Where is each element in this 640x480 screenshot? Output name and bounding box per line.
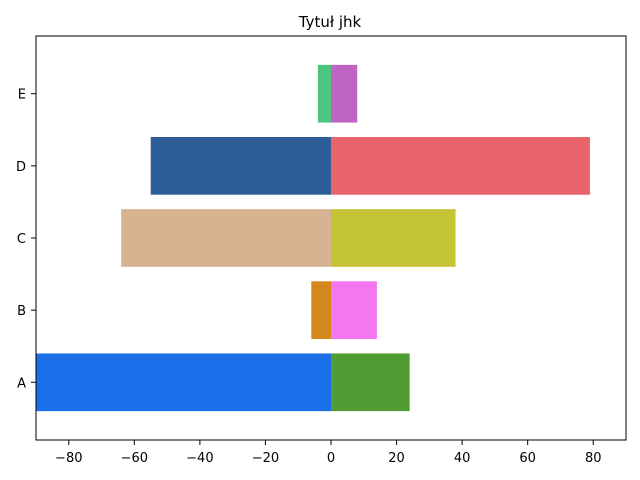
x-tick-label: 80	[585, 451, 602, 466]
x-tick-label: −60	[121, 451, 148, 466]
x-tick-label: −80	[55, 451, 82, 466]
x-tick-label: −20	[252, 451, 279, 466]
y-tick-label: E	[18, 88, 26, 103]
x-tick-label: 20	[388, 451, 405, 466]
x-tick-label: 60	[519, 451, 536, 466]
bar-negative-D	[150, 137, 331, 195]
bars-layer	[36, 64, 590, 412]
bar-positive-B	[331, 281, 377, 339]
chart-title: Tytuł jhk	[298, 13, 362, 31]
bar-negative-B	[311, 281, 331, 339]
plot-frame	[35, 35, 627, 441]
y-tick-label: D	[16, 160, 26, 175]
x-tick-label: 40	[454, 451, 471, 466]
x-axis-ticks: −80 −60 −40 −20 0 20 40 60 80	[55, 440, 601, 466]
bar-positive-E	[331, 64, 358, 123]
y-axis-ticks: A B C D E	[16, 88, 36, 391]
bar-negative-E	[317, 64, 331, 123]
bar-positive-C	[331, 209, 456, 267]
x-tick-label: 0	[327, 451, 335, 466]
y-tick-label: A	[17, 376, 26, 391]
y-tick-label: C	[17, 232, 26, 247]
bar-positive-A	[331, 353, 410, 412]
bar-positive-D	[331, 137, 590, 195]
bar-negative-A	[36, 353, 331, 412]
x-tick-label: −40	[186, 451, 213, 466]
y-tick-label: B	[17, 304, 26, 319]
bar-negative-C	[121, 209, 331, 267]
